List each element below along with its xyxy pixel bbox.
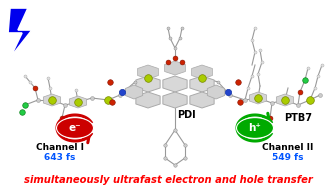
Text: PTB7: PTB7 [284,113,312,123]
Polygon shape [190,92,214,108]
Text: h⁺: h⁺ [249,123,261,133]
Circle shape [237,118,274,138]
Polygon shape [136,76,160,92]
Polygon shape [192,65,212,79]
Text: 549 fs: 549 fs [272,153,304,163]
Polygon shape [69,96,87,108]
Polygon shape [138,65,158,79]
Text: simultaneously ultrafast electron and hole transfer: simultaneously ultrafast electron and ho… [24,175,312,185]
Text: Channel I: Channel I [36,143,84,153]
Polygon shape [136,92,160,108]
Polygon shape [163,76,187,92]
Text: 643 fs: 643 fs [44,153,76,163]
Polygon shape [125,85,143,99]
Polygon shape [163,92,187,108]
Polygon shape [190,76,214,92]
Circle shape [56,118,93,138]
Polygon shape [165,61,185,75]
Text: e⁻: e⁻ [69,123,81,133]
Polygon shape [43,94,61,106]
Polygon shape [276,94,294,106]
Text: PDI: PDI [177,110,195,120]
Text: Channel II: Channel II [262,143,314,153]
Polygon shape [8,8,32,58]
Polygon shape [207,85,225,99]
Polygon shape [249,92,267,104]
